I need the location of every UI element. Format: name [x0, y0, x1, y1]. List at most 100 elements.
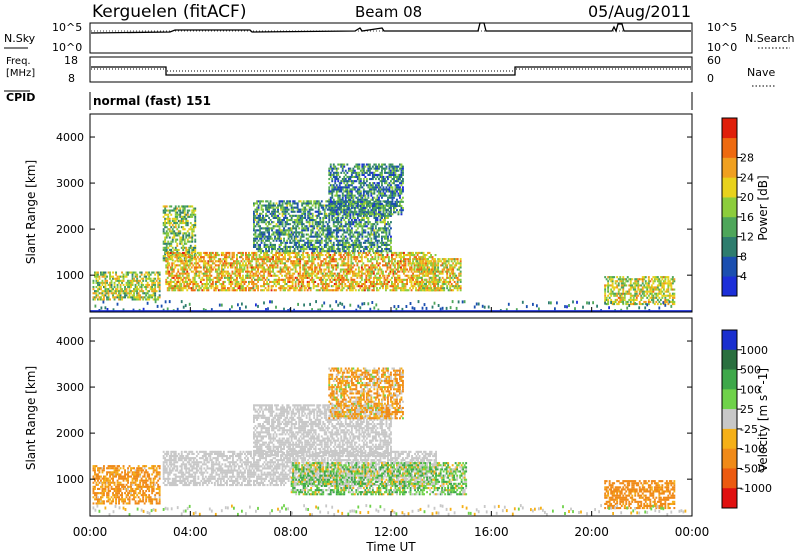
power-echo-cell — [245, 256, 247, 259]
power-echo-cell — [145, 279, 148, 282]
power-echo-cell — [410, 278, 413, 281]
power-echo-cell — [240, 285, 243, 288]
power-echo-cell — [382, 231, 385, 234]
power-echo-cell — [260, 256, 262, 259]
power-echo-cell — [139, 298, 142, 301]
power-echo-cell — [263, 266, 265, 269]
power-echo-cell — [242, 280, 244, 283]
power-echo-cell — [213, 289, 216, 292]
power-echo-cell — [287, 219, 290, 222]
power-echo-cell — [112, 277, 114, 280]
power-echo-cell — [388, 196, 391, 199]
power-echo-cell — [373, 229, 376, 232]
power-echo-cell — [344, 184, 347, 187]
power-echo-cell — [321, 260, 324, 263]
power-echo-cell — [168, 209, 171, 212]
power-echo-cell — [176, 251, 179, 254]
station-title: Kerguelen (fitACF) — [92, 2, 246, 22]
power-echo-cell — [222, 272, 225, 275]
power-echo-cell — [349, 211, 352, 214]
power-echo-cell — [371, 280, 374, 283]
power-echo-cell — [263, 276, 265, 279]
power-echo-cell — [384, 209, 386, 212]
power-echo-cell — [270, 251, 273, 254]
power-echo-cell — [134, 273, 137, 276]
power-echo-cell — [268, 227, 270, 230]
power-echo-cell — [216, 270, 219, 273]
power-echo-cell — [359, 285, 362, 288]
power-echo-cell — [188, 228, 191, 231]
power-echo-cell — [342, 272, 345, 275]
power-echo-cell — [134, 298, 137, 301]
power-echo-cell — [332, 231, 335, 234]
power-echo-cell — [388, 200, 391, 203]
power-echo-cell — [207, 274, 210, 277]
power-echo-cell — [217, 276, 220, 279]
power-echo-cell — [394, 280, 396, 283]
power-echo-cell — [94, 275, 96, 278]
power-echo-cell — [352, 206, 355, 209]
power-echo-cell — [376, 175, 379, 178]
power-echo-cell — [337, 219, 340, 222]
power-echo-cell — [377, 268, 380, 271]
power-echo-cell — [225, 270, 228, 273]
power-echo-cell — [379, 190, 382, 193]
power-echo-cell — [344, 245, 347, 248]
power-echo-cell — [347, 229, 350, 232]
power-echo-cell — [191, 224, 194, 227]
power-echo-cell — [302, 268, 305, 271]
power-echo-cell — [394, 251, 396, 254]
power-echo-cell — [361, 200, 364, 203]
power-echo-cell — [265, 229, 267, 232]
freq-panel: Freq. [MHz] 18 8 60 0 Nave — [6, 54, 775, 87]
power-echo-cell — [260, 285, 262, 288]
power-echo-cell — [344, 241, 347, 244]
power-echo-cell — [278, 237, 281, 240]
power-echo-cell — [359, 182, 362, 185]
power-echo-cell — [292, 210, 295, 213]
power-echo-cell — [275, 254, 277, 257]
power-echo-cell — [155, 279, 158, 282]
power-echo-cell — [308, 248, 311, 251]
power-echo-cell — [189, 205, 192, 208]
power-echo-cell — [325, 245, 328, 248]
power-echo-cell — [279, 272, 282, 275]
power-echo-cell — [266, 221, 269, 224]
power-echo-cell — [347, 207, 350, 210]
power-echo-cell — [245, 258, 247, 261]
power-echo-cell — [373, 207, 376, 210]
power-echo-cell — [301, 208, 304, 211]
power-echo-cell — [349, 196, 352, 199]
power-echo-cell — [100, 288, 102, 291]
power-echo-cell — [294, 280, 297, 283]
power-echo-cell — [387, 178, 389, 181]
power-echo-cell — [378, 173, 380, 176]
power-echo-cell — [311, 204, 314, 207]
power-echo-cell — [304, 206, 307, 209]
power-echo-cell — [385, 194, 388, 197]
power-echo-cell — [347, 225, 350, 228]
power-echo-cell — [175, 272, 178, 275]
power-echo-cell — [381, 173, 383, 176]
power-echo-cell — [350, 223, 353, 226]
power-echo-cell — [359, 169, 362, 172]
power-echo-cell — [335, 202, 338, 205]
power-echo-cell — [130, 279, 132, 282]
power-echo-cell — [182, 248, 185, 251]
power-echo-cell — [343, 163, 346, 166]
power-echo-cell — [287, 231, 290, 234]
power-echo-cell — [196, 285, 199, 288]
power-echo-cell — [368, 241, 371, 244]
power-echo-cell — [395, 276, 398, 279]
power-echo-cell — [381, 231, 383, 234]
power-echo-cell — [193, 258, 196, 261]
power-echo-cell — [140, 281, 143, 284]
power-echo-cell — [191, 211, 194, 214]
power-echo-cell — [362, 173, 365, 176]
power-echo-cell — [243, 287, 246, 290]
power-echo-cell — [208, 276, 211, 279]
power-echo-cell — [328, 216, 331, 219]
power-echo-cell — [347, 272, 350, 275]
power-echo-cell — [192, 278, 195, 281]
power-echo-cell — [317, 212, 320, 215]
